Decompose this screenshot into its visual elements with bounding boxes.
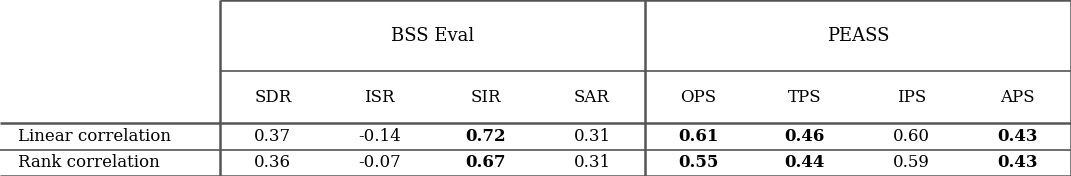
Text: SIR: SIR [470,89,501,106]
Text: 0.31: 0.31 [573,128,610,145]
Text: 0.46: 0.46 [785,128,825,145]
Text: 0.61: 0.61 [678,128,719,145]
Text: ISR: ISR [364,89,394,106]
Text: SDR: SDR [254,89,291,106]
Text: TPS: TPS [788,89,821,106]
Text: 0.37: 0.37 [254,128,291,145]
Text: 0.43: 0.43 [997,128,1038,145]
Text: 0.36: 0.36 [254,154,291,171]
Text: Linear correlation: Linear correlation [17,128,170,145]
Text: BSS Eval: BSS Eval [391,27,474,45]
Text: APS: APS [1000,89,1035,106]
Text: OPS: OPS [680,89,716,106]
Text: -0.07: -0.07 [358,154,401,171]
Text: Rank correlation: Rank correlation [17,154,160,171]
Text: 0.72: 0.72 [465,128,506,145]
Text: 0.59: 0.59 [893,154,930,171]
Text: 0.43: 0.43 [997,154,1038,171]
Text: 0.67: 0.67 [466,154,506,171]
Text: SAR: SAR [574,89,610,106]
Text: IPS: IPS [896,89,926,106]
Text: -0.14: -0.14 [358,128,401,145]
Text: 0.55: 0.55 [678,154,719,171]
Text: 0.60: 0.60 [893,128,930,145]
Text: 0.44: 0.44 [785,154,825,171]
Text: PEASS: PEASS [827,27,889,45]
Text: 0.31: 0.31 [573,154,610,171]
